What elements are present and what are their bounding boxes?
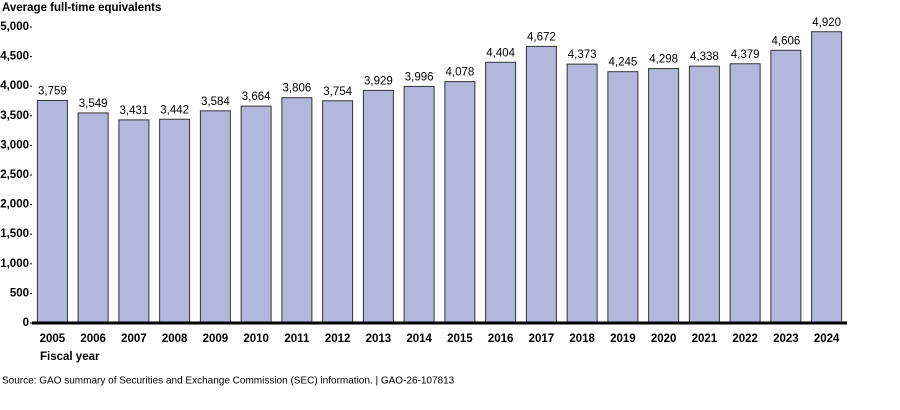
value-label: 4,245	[608, 57, 637, 69]
value-label: 4,672	[527, 31, 556, 43]
x-tick-label: 2015	[447, 333, 473, 345]
bar	[648, 68, 680, 324]
x-tick-label: 2014	[406, 333, 432, 345]
value-label: 3,549	[79, 98, 108, 110]
value-label: 3,759	[38, 85, 67, 97]
value-label: 4,078	[445, 67, 474, 79]
value-label: 3,929	[364, 75, 393, 87]
bar	[77, 112, 109, 324]
x-tick-label: 2009	[203, 333, 229, 345]
value-label: 3,996	[405, 71, 434, 83]
x-tick-label: 2024	[814, 333, 840, 345]
bar	[281, 97, 313, 324]
x-tick-label: 2016	[488, 333, 514, 345]
value-label: 4,379	[731, 49, 760, 61]
x-tick-label: 2010	[243, 333, 269, 345]
bar	[566, 63, 598, 324]
value-label: 3,754	[323, 86, 352, 98]
y-tick-label: 4,000	[0, 80, 29, 92]
bar	[159, 118, 191, 324]
y-tick-label: 4,500	[0, 51, 29, 63]
value-label: 4,606	[771, 35, 800, 47]
bar	[118, 119, 150, 324]
bar	[403, 85, 435, 324]
x-tick-label: 2005	[40, 333, 66, 345]
y-tick-label: 2,500	[0, 169, 29, 181]
y-tick-label: 0	[23, 317, 29, 329]
x-tick-label: 2021	[692, 333, 718, 345]
x-tick-label: 2022	[732, 333, 758, 345]
bar	[607, 71, 639, 324]
y-tick-label: 3,500	[0, 110, 29, 122]
x-tick-label: 2008	[162, 333, 188, 345]
y-tick-label: 500	[10, 287, 29, 299]
y-tick-label: 3,000	[0, 139, 29, 151]
x-tick-label: 2006	[80, 333, 106, 345]
value-label: 4,920	[812, 17, 841, 29]
source-note: Source: GAO summary of Securities and Ex…	[2, 376, 455, 387]
y-tick-label: 1,000	[0, 258, 29, 270]
value-label: 4,338	[690, 51, 719, 63]
bar	[362, 89, 394, 324]
y-tick-label: 2,000	[0, 199, 29, 211]
y-tick-label: 5,000	[0, 21, 29, 33]
y-tick-label: 1,500	[0, 228, 29, 240]
value-label: 4,404	[486, 47, 515, 59]
x-tick-label: 2017	[529, 333, 555, 345]
bar	[199, 110, 231, 324]
y-axis-title: Average full-time equivalents	[2, 2, 161, 14]
value-label: 3,806	[282, 83, 311, 95]
x-tick-label: 2020	[651, 333, 677, 345]
value-label: 4,373	[568, 49, 597, 61]
bar	[525, 45, 557, 324]
bar	[444, 81, 476, 324]
x-tick-label: 2012	[325, 333, 351, 345]
x-tick-label: 2018	[569, 333, 595, 345]
x-axis-title: Fiscal year	[40, 351, 100, 363]
value-label: 4,298	[649, 54, 678, 66]
x-tick-label: 2007	[121, 333, 147, 345]
value-label: 3,431	[119, 105, 148, 117]
value-label: 3,664	[242, 91, 271, 103]
value-label: 3,442	[160, 104, 189, 116]
bar	[240, 105, 272, 324]
x-tick-label: 2013	[366, 333, 392, 345]
bar	[485, 61, 517, 324]
x-tick-label: 2023	[773, 333, 799, 345]
value-label: 3,584	[201, 96, 230, 108]
bar	[811, 31, 843, 324]
x-tick-label: 2011	[284, 333, 310, 345]
bar	[322, 100, 354, 324]
bar	[688, 65, 720, 324]
bar	[729, 63, 761, 324]
bar	[36, 99, 68, 324]
bar	[770, 49, 802, 324]
x-tick-label: 2019	[610, 333, 636, 345]
